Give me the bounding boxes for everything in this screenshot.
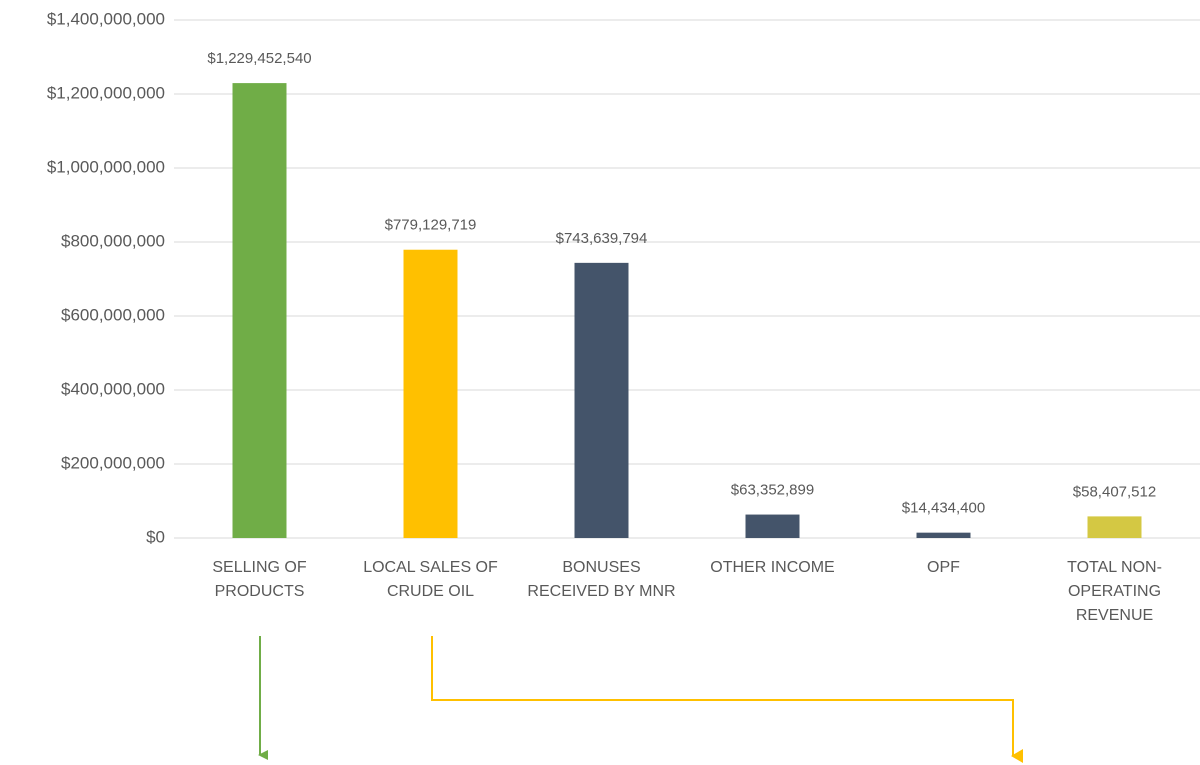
arrows xyxy=(258,636,1023,763)
bar xyxy=(403,249,458,539)
y-tick-label: $200,000,000 xyxy=(61,453,165,472)
value-label: $63,352,899 xyxy=(731,482,814,499)
value-label: $779,129,719 xyxy=(385,217,477,234)
x-tick-label: OPF xyxy=(927,559,960,576)
x-tick-label: SELLING OF PRODUCTS xyxy=(212,559,307,600)
bar xyxy=(1087,516,1142,538)
y-tick-label: $800,000,000 xyxy=(61,231,165,250)
x-tick-label: TOTAL NON-OPERATING REVENUE xyxy=(1067,559,1162,624)
x-tick-label: BONUSES RECEIVED BY MNR xyxy=(527,559,676,600)
value-label: $1,229,452,540 xyxy=(207,50,311,67)
bar xyxy=(232,83,287,538)
value-label: $14,434,400 xyxy=(902,500,985,517)
y-tick-label: $1,200,000,000 xyxy=(47,83,165,102)
x-tick-label: OTHER INCOME xyxy=(710,559,835,576)
value-label: $743,639,794 xyxy=(556,230,648,247)
y-tick-label: $400,000,000 xyxy=(61,379,165,398)
yellow-arrow xyxy=(431,636,1023,763)
value-label: $58,407,512 xyxy=(1073,483,1156,500)
bar xyxy=(916,532,971,538)
x-tick-label: LOCAL SALES OF CRUDE OIL xyxy=(363,559,498,600)
bar xyxy=(745,514,800,538)
y-tick-label: $0 xyxy=(146,527,165,546)
y-tick-label: $1,000,000,000 xyxy=(47,157,165,176)
y-tick-label: $1,400,000,000 xyxy=(47,9,165,28)
y-tick-label: $600,000,000 xyxy=(61,305,165,324)
bar xyxy=(574,262,629,538)
